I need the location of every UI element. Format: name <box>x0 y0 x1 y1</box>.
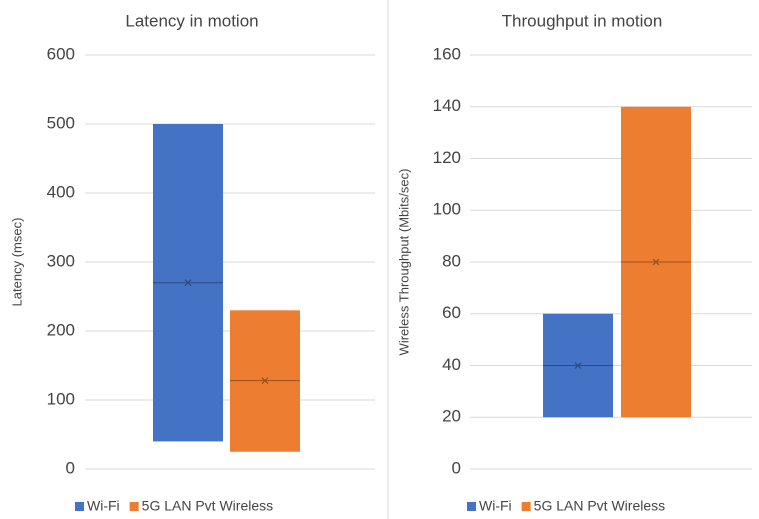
legend-label: 5G LAN Pvt Wireless <box>534 498 665 514</box>
y-tick-label: 0 <box>66 458 75 477</box>
y-tick-label: 100 <box>47 389 75 408</box>
legend-swatch <box>521 502 531 511</box>
legend-swatch <box>129 502 139 511</box>
legend-label: 5G LAN Pvt Wireless <box>142 498 273 514</box>
y-tick-label: 60 <box>442 303 461 322</box>
y-tick-label: 80 <box>442 251 461 270</box>
y-tick-label: 140 <box>433 96 461 115</box>
y-tick-label: 0 <box>452 458 461 477</box>
y-axis-label: Latency (msec) <box>9 218 24 307</box>
y-tick-label: 120 <box>433 148 461 167</box>
legend-swatch <box>467 502 476 511</box>
y-tick-label: 200 <box>47 320 75 339</box>
y-tick-label: 400 <box>47 182 75 201</box>
y-tick-label: 100 <box>433 200 461 219</box>
y-tick-label: 600 <box>47 44 75 63</box>
y-axis-label: Wireless Throughput (Mbits/sec) <box>396 169 411 356</box>
y-tick-label: 40 <box>442 355 461 374</box>
mean-marker <box>184 279 192 287</box>
mean-marker <box>261 377 269 385</box>
chart-title: Throughput in motion <box>502 11 663 30</box>
chart-title: Latency in motion <box>125 11 258 30</box>
y-tick-label: 160 <box>433 44 461 63</box>
y-tick-label: 300 <box>47 251 75 270</box>
legend-label: Wi-Fi <box>479 498 512 514</box>
legend-swatch <box>75 502 84 511</box>
mean-marker <box>652 258 660 266</box>
mean-marker <box>574 362 582 369</box>
y-tick-label: 500 <box>47 113 75 132</box>
y-tick-label: 20 <box>442 407 461 426</box>
legend-label: Wi-Fi <box>87 498 120 514</box>
